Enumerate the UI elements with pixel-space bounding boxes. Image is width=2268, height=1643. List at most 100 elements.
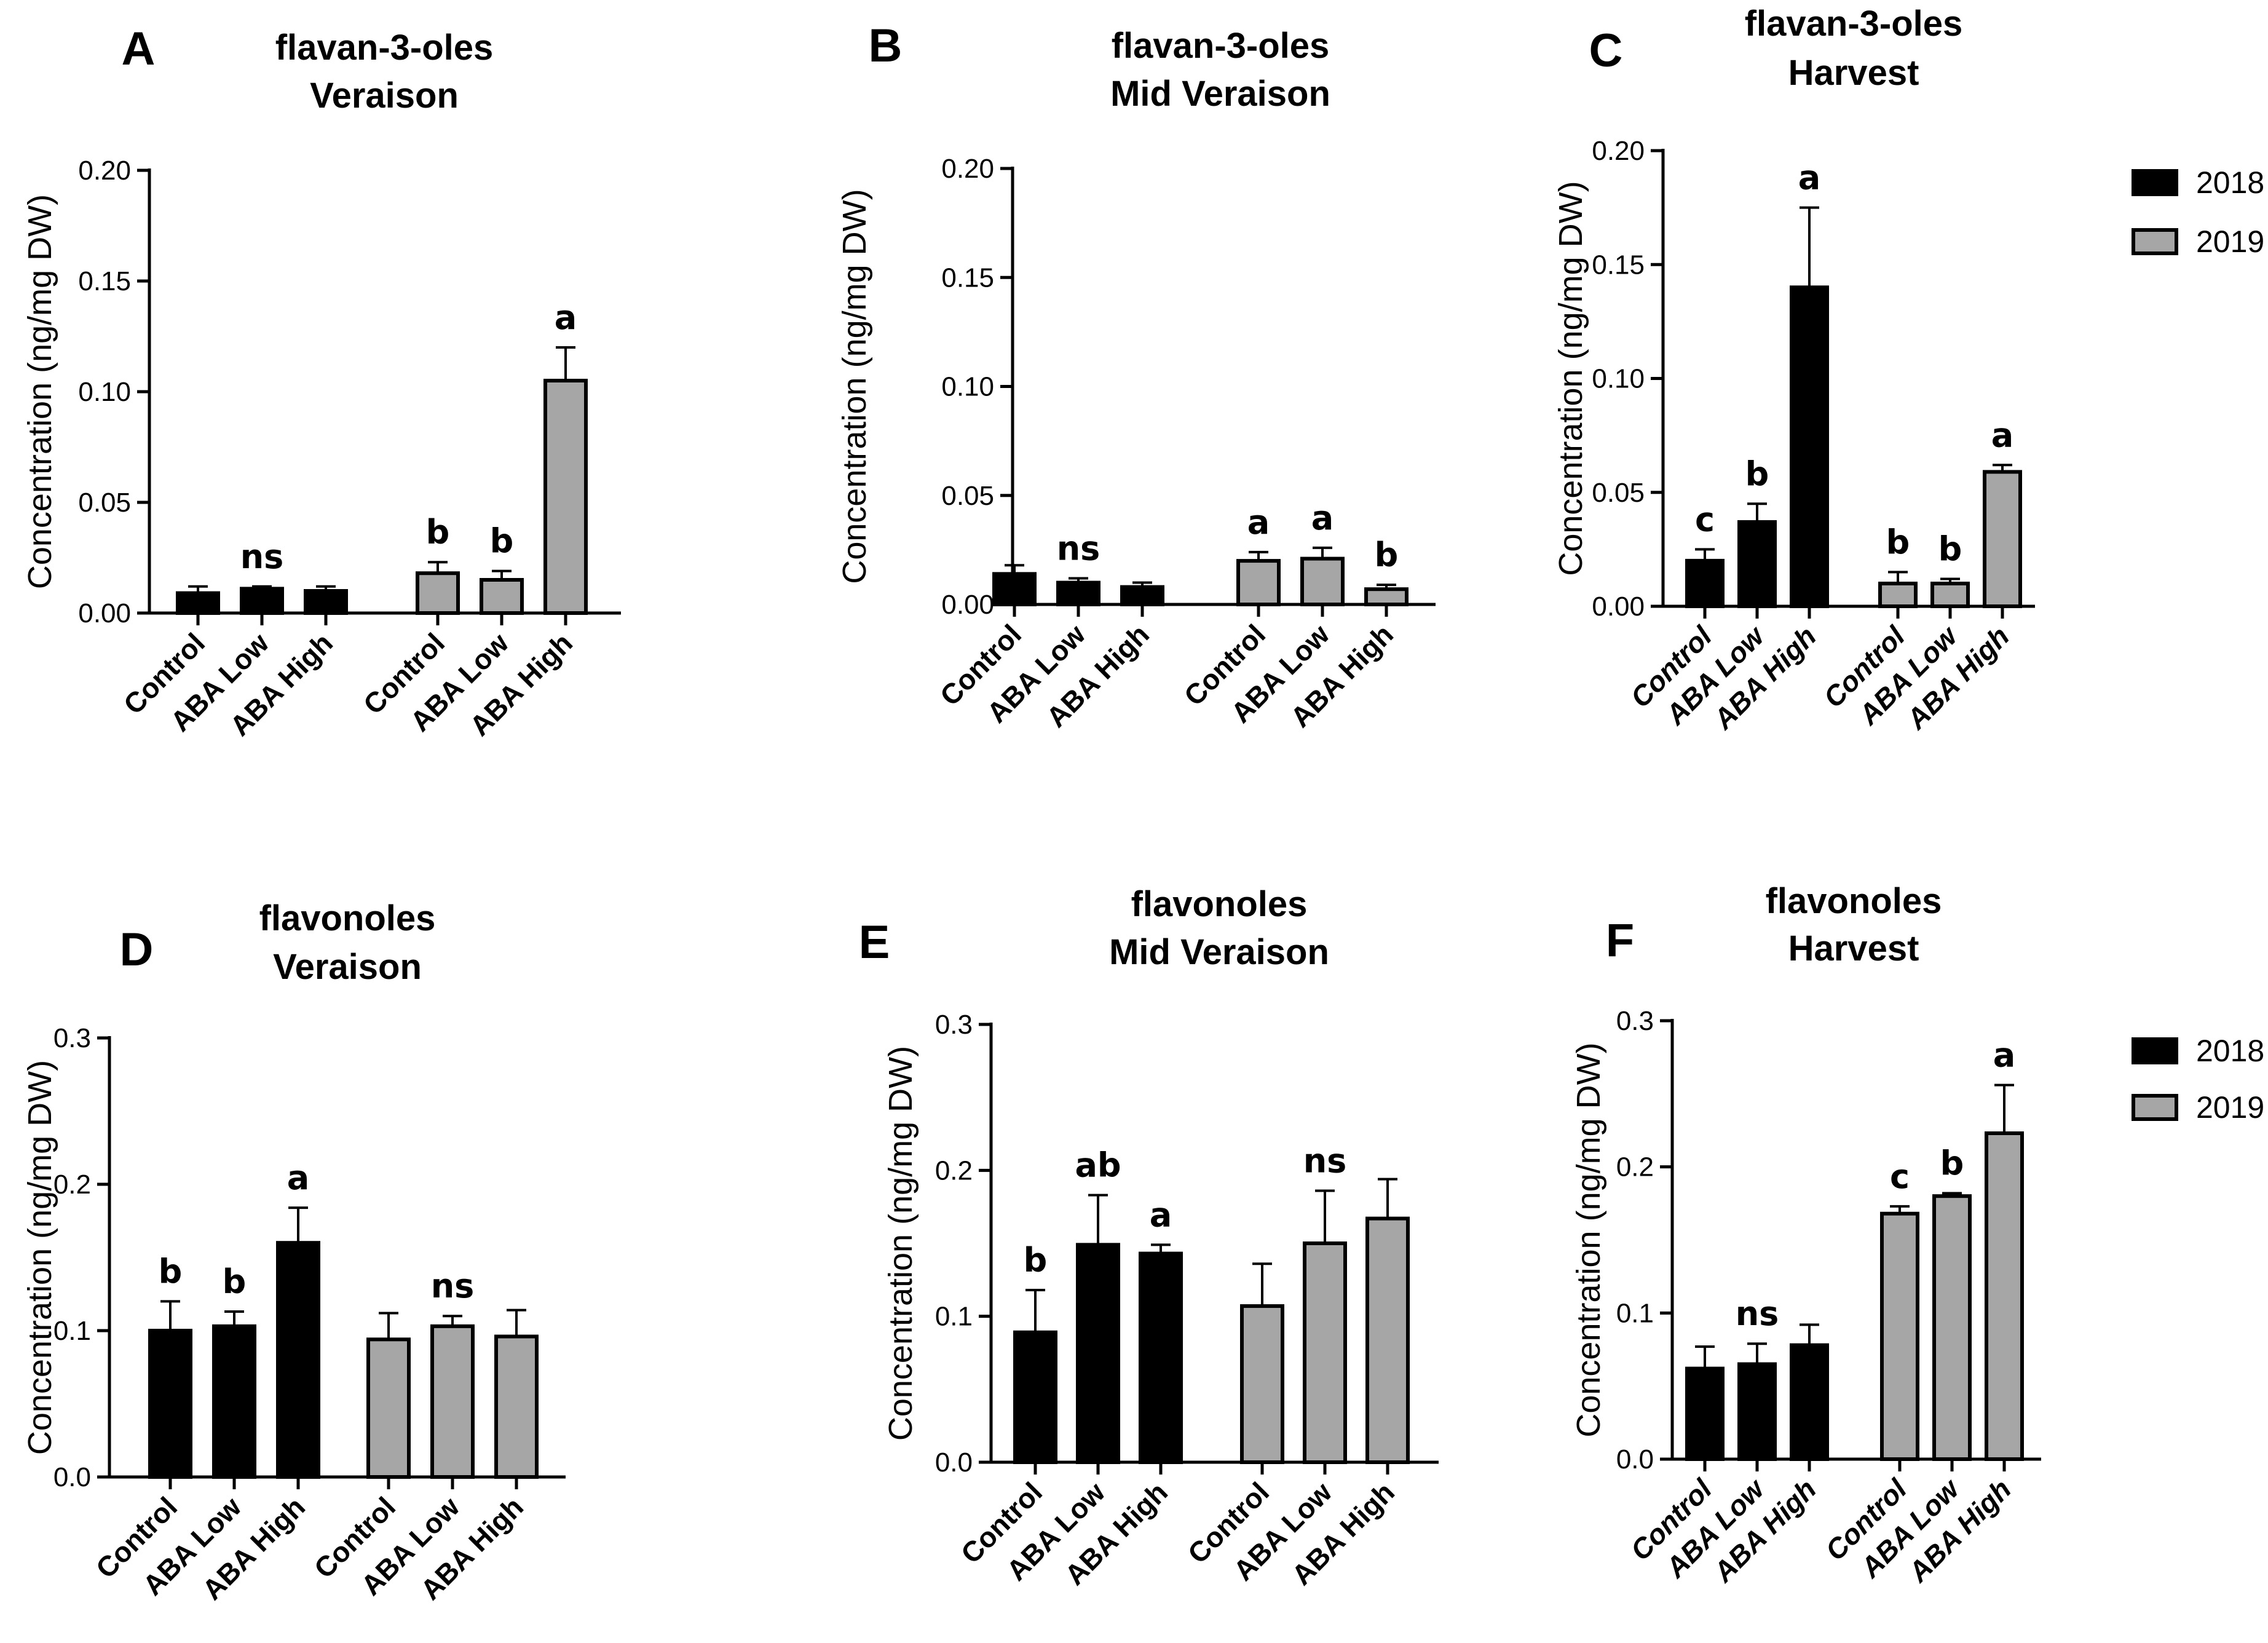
panel-b-2019-control-bar <box>1236 559 1281 606</box>
panel-b-2018-aba-low-significance-label: ns <box>1057 529 1100 568</box>
panel-c-title-line-2: Harvest <box>1788 53 1919 93</box>
panel-c-2019-aba-low-significance-label: b <box>1938 530 1962 569</box>
panel-d-2019-aba-high-bar <box>494 1334 539 1479</box>
panel-c-y-axis-label: Concentration (ng/mg DW) <box>1552 181 1589 576</box>
panel-c-ytick-label-1: 0.05 <box>1592 478 1645 508</box>
panel-d-ytick-label-2: 0.2 <box>53 1170 91 1200</box>
panel-f-2018-control-bar <box>1685 1366 1725 1462</box>
panel-c-ytick-label-0: 0.00 <box>1592 592 1645 622</box>
panel-b-2019-aba-high-bar <box>1364 587 1409 606</box>
panel-d-y-axis-label: Concentration (ng/mg DW) <box>22 1060 58 1455</box>
panel-f-2019-control-bar <box>1880 1211 1919 1461</box>
panel-d-ytick-label-3: 0.3 <box>53 1023 91 1053</box>
panel-f-2019-control-significance-label: c <box>1890 1157 1910 1196</box>
panel-a-2018-aba-low-bar <box>240 587 284 616</box>
panel-a-2019-control-bar <box>416 571 460 616</box>
legend-top-label-2018: 2018 <box>2196 165 2264 200</box>
panel-e-2018-aba-low-bar <box>1076 1243 1120 1464</box>
legend-bottom-label-2018: 2018 <box>2196 1034 2264 1068</box>
panel-d-2019-control-bar <box>366 1337 411 1479</box>
legend-bottom: 2018 2019 <box>2132 1034 2264 1125</box>
panel-b-letter: B <box>869 20 903 72</box>
panel-b-ytick-label-0: 0.00 <box>941 590 994 620</box>
panel-d-ytick-label-1: 0.1 <box>53 1316 91 1346</box>
panel-c-2018-aba-low-bar <box>1737 520 1777 608</box>
panel-d-title-line-1: flavonoles <box>259 898 436 938</box>
panel-d-2018-control-significance-label: b <box>159 1252 183 1291</box>
panel-f-title-line-1: flavonoles <box>1766 881 1942 921</box>
panel-a-title-line-1: flavan-3-oles <box>275 28 494 68</box>
panel-e-title-line-2: Mid Veraison <box>1109 932 1329 972</box>
panel-d-2019-aba-low-significance-label: ns <box>431 1267 475 1305</box>
panel-a-ytick-label-1: 0.05 <box>78 488 131 518</box>
panel-c-2018-aba-low-significance-label: b <box>1745 454 1769 493</box>
panel-d-2018-control-bar <box>148 1329 192 1479</box>
panel-f-2019-aba-high-bar <box>1985 1131 2024 1461</box>
panel-c-2019-aba-high-bar <box>1983 470 2022 609</box>
panel-e-title-line-1: flavonoles <box>1131 884 1308 924</box>
panel-c-2018-aba-high-significance-label: a <box>1798 159 1820 197</box>
panel-c-2019-aba-high-significance-label: a <box>1991 416 2013 454</box>
panel-e-2019-control-bar <box>1240 1304 1284 1464</box>
panel-a-2018-control-bar <box>176 591 220 615</box>
panel-e-ytick-label-3: 0.3 <box>935 1010 973 1040</box>
panel-e-ytick-label-2: 0.2 <box>935 1155 973 1186</box>
legend-top-swatch-2018 <box>2132 169 2178 196</box>
panel-b-2019-control-significance-label: a <box>1247 503 1270 542</box>
panel-e-2018-aba-low-significance-label: ab <box>1075 1146 1121 1185</box>
panel-a-y-axis-label: Concentration (ng/mg DW) <box>22 194 58 589</box>
panel-d-2018-aba-high-bar <box>276 1241 320 1479</box>
panel-f-2018-aba-high-bar <box>1790 1343 1829 1462</box>
panel-b-ytick-label-1: 0.05 <box>941 481 994 511</box>
panel-d-title-line-2: Veraison <box>273 947 422 987</box>
panel-c-ytick-label-4: 0.20 <box>1592 136 1645 166</box>
panel-e-ytick-label-0: 0.0 <box>935 1447 973 1478</box>
panel-e-2019-aba-low-significance-label: ns <box>1303 1142 1347 1181</box>
panel-b-2018-aba-high-bar <box>1120 585 1164 607</box>
panel-c-2018-aba-high-bar <box>1790 285 1829 608</box>
panel-c-ytick-label-3: 0.15 <box>1592 250 1645 280</box>
panel-f-title-line-2: Harvest <box>1788 928 1919 968</box>
panel-d-letter: D <box>120 924 154 976</box>
panel-f-y-axis-label: Concentration (ng/mg DW) <box>1570 1042 1607 1437</box>
panel-b-ytick-label-3: 0.15 <box>941 263 994 293</box>
panel-b-2019-aba-low-significance-label: a <box>1311 499 1334 537</box>
panel-b-title-line-1: flavan-3-oles <box>1112 26 1330 66</box>
panel-d-ytick-label-0: 0.0 <box>53 1462 91 1492</box>
panel-a-2018-aba-high-bar <box>304 589 348 615</box>
panel-a-ytick-label-0: 0.00 <box>78 598 131 628</box>
panel-b-2018-aba-low-bar <box>1056 580 1100 606</box>
panel-c-letter: C <box>1589 25 1623 77</box>
panel-b-2018-control-bar <box>992 572 1037 606</box>
legend-top-label-2019: 2019 <box>2196 224 2264 259</box>
panel-c-ytick-label-2: 0.10 <box>1592 364 1645 394</box>
panel-f-ytick-label-3: 0.3 <box>1616 1006 1654 1036</box>
panel-a-ytick-label-3: 0.15 <box>78 266 131 296</box>
panel-f-2019-aba-low-significance-label: b <box>1940 1144 1964 1182</box>
panel-b-ytick-label-4: 0.20 <box>941 154 994 184</box>
panel-f-letter: F <box>1606 914 1634 967</box>
panel-b-ytick-label-2: 0.10 <box>941 372 994 402</box>
legend-top-swatch-2019 <box>2132 228 2178 255</box>
panel-b-2019-aba-high-significance-label: b <box>1375 536 1399 574</box>
legend-bottom-swatch-2019 <box>2132 1094 2178 1121</box>
panel-e-2018-aba-high-bar <box>1139 1251 1183 1464</box>
panel-a-2018-aba-low-significance-label: ns <box>240 537 284 576</box>
panel-c-2018-control-bar <box>1685 558 1725 609</box>
panel-a-ytick-label-2: 0.10 <box>78 377 131 407</box>
panel-c-title-line-1: flavan-3-oles <box>1745 4 1963 44</box>
panel-a-2019-aba-high-significance-label: a <box>555 298 577 337</box>
panel-f-ytick-label-2: 0.2 <box>1616 1152 1654 1182</box>
panel-d-2018-aba-high-significance-label: a <box>287 1158 309 1197</box>
panel-e-2018-control-significance-label: b <box>1024 1241 1048 1280</box>
panel-d-2019-aba-low-bar <box>430 1324 475 1479</box>
panel-f-2019-aba-high-significance-label: a <box>1993 1036 2015 1075</box>
panel-a-2019-aba-low-significance-label: b <box>490 522 514 561</box>
